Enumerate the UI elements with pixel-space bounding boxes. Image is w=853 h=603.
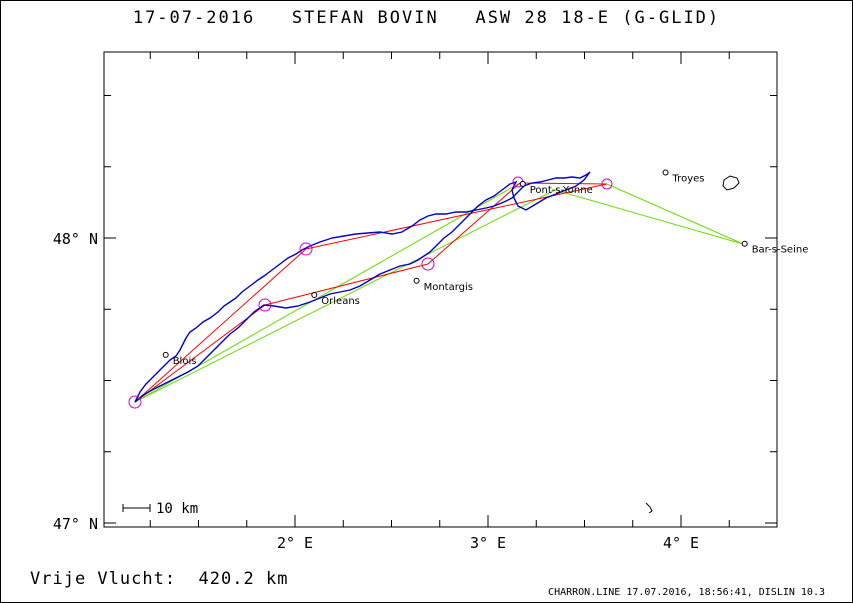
glider-type: ASW 28 18-E (G-GLID) — [475, 8, 721, 28]
y-tick-label: 48° N — [53, 230, 98, 248]
flight-track — [134, 171, 591, 403]
map-border — [103, 51, 778, 528]
start-line — [134, 189, 556, 403]
task-leg — [427, 182, 521, 265]
scale-bar-label: 10 km — [156, 501, 198, 517]
x-tick-label: 4° E — [663, 534, 699, 552]
credit-line: CHARRON.LINE 17.07.2016, 18:56:41, DISLI… — [548, 587, 825, 598]
city-label: Troyes — [672, 173, 705, 184]
axis-labels: 2° E 3° E 4° E 48° N 47° N — [53, 230, 699, 552]
city-dot — [519, 180, 526, 187]
turnpoint-marker — [258, 298, 272, 312]
x-tick-label: 3° E — [470, 534, 506, 552]
city-dot — [741, 240, 748, 247]
lake-outline — [722, 175, 740, 191]
city-markers: Blois Orleans Montargis Pont-s-Yonne Troyes B… — [162, 169, 809, 367]
distance-label: Vrije Vlucht: — [30, 569, 177, 589]
y-tick-label: 47° N — [53, 515, 98, 533]
city-dot — [162, 351, 169, 358]
turnpoint-marker — [421, 257, 435, 271]
distance-readout: Vrije Vlucht: 420.2 km — [30, 569, 288, 589]
flight-date: 17-07-2016 — [132, 8, 256, 28]
city-label: Orleans — [321, 296, 360, 307]
task-leg — [305, 183, 608, 250]
city-dot — [662, 169, 669, 176]
pilot-name: STEFAN BOVIN — [291, 8, 439, 28]
flight-title: 17-07-2016 STEFAN BOVIN ASW 28 18-E (G-G… — [0, 8, 853, 28]
turnpoint-marker — [601, 178, 613, 190]
task-leg — [134, 248, 307, 403]
distance-value: 420.2 km — [198, 569, 289, 589]
turnpoint-marker — [128, 395, 142, 409]
turnpoint-marker — [299, 242, 313, 256]
task-leg — [264, 263, 429, 306]
flight-track — [134, 171, 591, 403]
x-tick-label: 2° E — [277, 534, 313, 552]
start-line — [606, 183, 744, 245]
city-dot — [413, 277, 420, 284]
task-leg — [134, 304, 266, 403]
axis-ticks — [104, 52, 777, 527]
task-lines — [134, 182, 608, 403]
map-feature-mark — [645, 502, 653, 514]
city-label: Pont-s-Yonne — [530, 185, 593, 196]
city-label: Blois — [173, 356, 197, 367]
city-label: Bar-s-Seine — [752, 245, 809, 256]
city-dot — [311, 292, 318, 298]
city-label: Montargis — [424, 282, 473, 293]
start-line — [554, 189, 744, 245]
turnpoints — [128, 176, 613, 409]
scale-bar: 10 km — [122, 501, 198, 517]
